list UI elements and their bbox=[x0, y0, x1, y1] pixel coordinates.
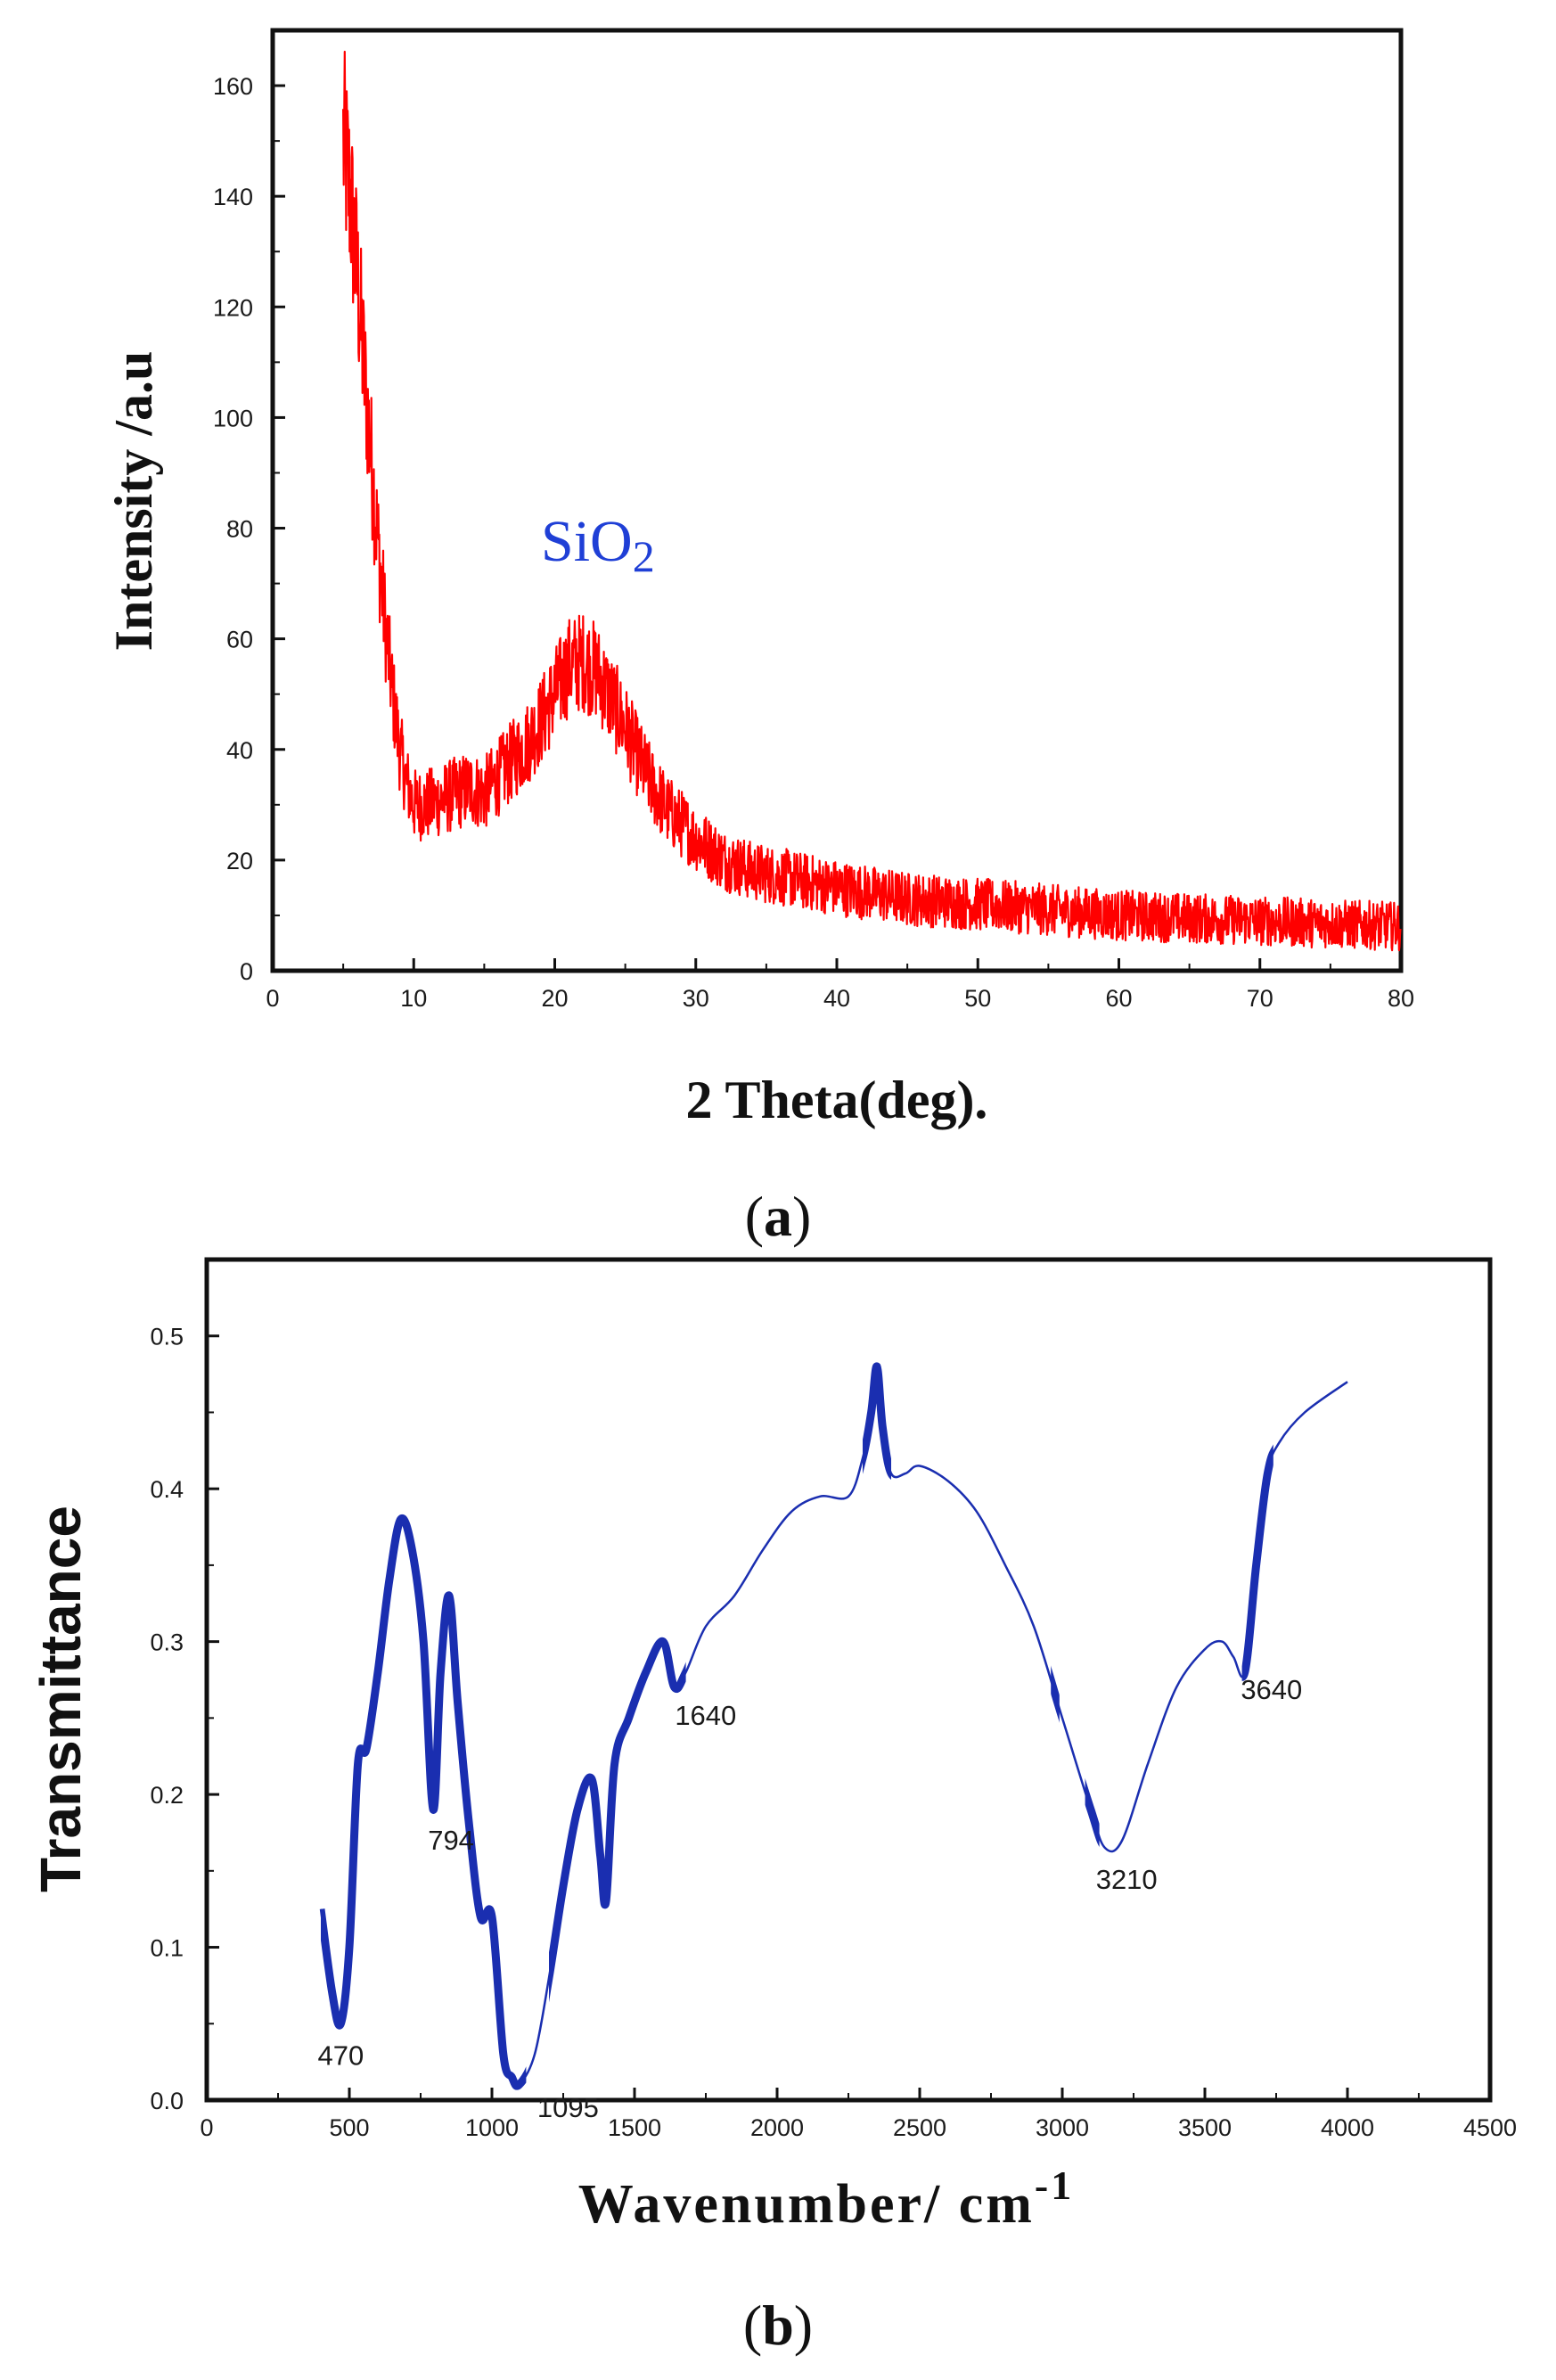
x-tick-label-b: 3500 bbox=[1178, 2114, 1232, 2141]
peak-label-1095: 1095 bbox=[537, 2092, 599, 2123]
y-tick-label-a: 140 bbox=[213, 184, 253, 210]
y-tick-label-a: 120 bbox=[213, 294, 253, 321]
y-axis-label-b: Transmittance bbox=[29, 1506, 93, 1892]
panel-label-b: (b) bbox=[743, 2294, 813, 2357]
x-tick-label-b: 2000 bbox=[750, 2114, 804, 2141]
y-tick-label-a: 160 bbox=[213, 73, 253, 100]
ftir-dense-segment bbox=[549, 1637, 686, 2003]
x-tick-label-a: 50 bbox=[964, 985, 991, 1012]
plot-frame-a bbox=[270, 28, 1404, 973]
x-axis-label-b: Wavenumber/ cm-1 bbox=[578, 2163, 1074, 2235]
panel-label-a: (a) bbox=[745, 1185, 812, 1248]
y-tick-label-a: 100 bbox=[213, 405, 253, 431]
x-axis-label-a: 2 Theta(deg). bbox=[686, 1071, 988, 1129]
panel-a: 0 10 20 30 40 50 60 70 80 0 20 40 60 80 100 120 140 160 S… bbox=[104, 28, 1414, 1248]
y-tick-label-a: 40 bbox=[226, 737, 253, 764]
x-tick-label-a: 70 bbox=[1247, 985, 1273, 1012]
plot-frame-b bbox=[204, 1257, 1493, 2103]
x-tick-label-a: 10 bbox=[400, 985, 427, 1012]
x-tick-label-a: 60 bbox=[1105, 985, 1132, 1012]
x-tick-label-a: 20 bbox=[541, 985, 568, 1012]
y-axis-label-a: Intensity /a.u bbox=[104, 351, 163, 652]
peak-label-1640: 1640 bbox=[675, 1700, 736, 1731]
x-tick-label-b: 0 bbox=[200, 2114, 213, 2141]
panel-b: 0 500 1000 1500 2000 2500 3000 3500 4000 4500 0.0 0… bbox=[29, 1257, 1517, 2357]
y-tick-label-b: 0.0 bbox=[150, 2088, 184, 2114]
x-tick-label-b: 2500 bbox=[893, 2114, 946, 2141]
y-tick-label-b: 0.2 bbox=[150, 1782, 184, 1809]
y-tick-label-a: 60 bbox=[226, 627, 253, 653]
x-tick-label-b: 1000 bbox=[465, 2114, 519, 2141]
x-tick-label-a: 0 bbox=[266, 985, 279, 1012]
x-tick-label-b: 4500 bbox=[1463, 2114, 1517, 2141]
x-tick-label-b: 1500 bbox=[608, 2114, 661, 2141]
sio2-annotation: SiO2 bbox=[541, 509, 655, 581]
y-tick-label-a: 0 bbox=[240, 958, 253, 985]
y-tick-label-a: 20 bbox=[226, 848, 253, 874]
xrd-series-line bbox=[342, 50, 1402, 952]
y-tick-label-b: 0.3 bbox=[150, 1629, 184, 1656]
y-tick-label-b: 0.1 bbox=[150, 1935, 184, 1962]
x-tick-label-b: 500 bbox=[329, 2114, 369, 2141]
y-tick-label-b: 0.5 bbox=[150, 1324, 184, 1350]
peak-label-794: 794 bbox=[428, 1825, 474, 1856]
x-tick-label-b: 3000 bbox=[1036, 2114, 1089, 2141]
x-tick-label-a: 30 bbox=[683, 985, 709, 1012]
y-tick-label-a: 80 bbox=[226, 516, 253, 543]
peak-label-3210: 3210 bbox=[1096, 1864, 1158, 1895]
x-tick-label-b: 4000 bbox=[1321, 2114, 1374, 2141]
y-tick-label-b: 0.4 bbox=[150, 1476, 184, 1503]
ftir-dense-segment bbox=[321, 1514, 527, 2090]
peak-label-470: 470 bbox=[318, 2039, 364, 2071]
x-tick-label-a: 40 bbox=[823, 985, 850, 1012]
x-tick-label-a: 80 bbox=[1388, 985, 1414, 1012]
peak-label-3640: 3640 bbox=[1241, 1674, 1302, 1705]
